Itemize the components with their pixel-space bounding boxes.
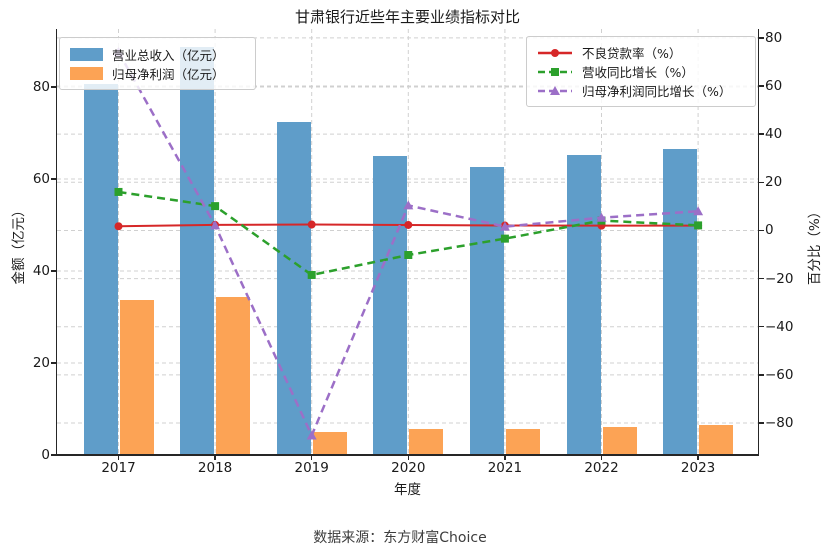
bar-revenue — [83, 84, 118, 455]
legend-bars: 营业总收入（亿元） 归母净利润（亿元） — [59, 37, 256, 90]
triangle-marker — [210, 220, 221, 230]
triangle-marker — [693, 206, 704, 216]
y-right-tick — [759, 326, 764, 328]
y-right-tick-label: 80 — [765, 29, 783, 46]
square-marker — [500, 234, 509, 243]
y-left-tick — [51, 86, 56, 88]
legend-label: 不良贷款率（%） — [582, 46, 682, 61]
x-axis-title: 年度 — [394, 482, 421, 498]
x-tick-label: 2017 — [101, 460, 136, 476]
square-marker — [694, 221, 703, 230]
y-right-tick — [759, 374, 764, 376]
x-tick-label: 2022 — [584, 460, 619, 476]
circle-marker — [114, 222, 123, 231]
y-left-tick-label: 0 — [41, 447, 50, 463]
legend-label: 营收同比增长（%） — [582, 65, 694, 80]
triangle-marker — [596, 212, 607, 222]
square-marker — [211, 202, 220, 211]
x-tick — [407, 455, 409, 460]
legend-line-sample — [538, 85, 572, 95]
y-right-tick-label: 40 — [765, 126, 783, 143]
y-right-tick — [759, 422, 764, 424]
bar-net-profit — [602, 427, 637, 455]
bar-revenue — [180, 46, 215, 455]
legend-label: 营业总收入（亿元） — [112, 48, 225, 63]
bar-net-profit — [312, 431, 347, 455]
bar-revenue — [373, 156, 408, 455]
y-left-tick-label: 60 — [32, 170, 50, 187]
square-marker — [307, 270, 316, 279]
y-right-tick-label: 20 — [765, 174, 783, 191]
y-right-tick — [759, 229, 764, 232]
x-tick — [117, 455, 120, 460]
bar-net-profit — [699, 425, 734, 455]
legend-swatch — [70, 48, 103, 61]
legend-line-sample — [538, 67, 572, 76]
x-tick-label: 2018 — [197, 460, 233, 476]
y-right-tick — [759, 85, 764, 87]
x-tick-label: 2023 — [680, 460, 716, 476]
legend-label: 归母净利润（亿元） — [112, 67, 225, 82]
bar-revenue — [276, 122, 311, 455]
y-right-tick — [759, 181, 764, 183]
triangle-marker — [306, 430, 317, 440]
x-tick-label: 2020 — [391, 460, 426, 476]
y-axis-right-title: 百分比（%） — [807, 204, 823, 286]
x-tick — [600, 455, 603, 460]
y-axis-right-spine — [758, 29, 760, 456]
y-left-tick — [51, 454, 56, 456]
x-tick — [311, 455, 313, 460]
bar-net-profit — [119, 300, 154, 455]
x-tick-label: 2019 — [294, 460, 329, 476]
data-source-note: 数据来源：东方财富Choice — [313, 530, 487, 546]
y-left-tick — [51, 362, 56, 364]
legend-item: 归母净利润同比增长（%） — [537, 81, 745, 100]
legend-item: 不良贷款率（%） — [537, 43, 745, 62]
y-right-tick-label: −40 — [765, 318, 794, 335]
legend-swatch — [70, 67, 103, 80]
legend-lines: 不良贷款率（%） 营收同比增长（%） 归母净利润同比增长（%） — [526, 36, 756, 107]
x-tick-label: 2021 — [487, 460, 523, 476]
bar-net-profit — [216, 296, 251, 455]
circle-marker — [307, 220, 316, 229]
x-tick — [214, 455, 216, 460]
square-marker — [114, 187, 123, 196]
legend-item: 归母净利润（亿元） — [70, 64, 245, 83]
y-right-tick-label: −20 — [765, 270, 794, 287]
y-left-tick-label: 80 — [32, 78, 50, 95]
lines-layer — [113, 46, 704, 440]
y-right-tick-label: 0 — [765, 222, 774, 239]
y-left-tick — [51, 270, 56, 272]
legend-label: 归母净利润同比增长（%） — [582, 84, 732, 99]
legend-item: 营收同比增长（%） — [537, 62, 745, 81]
y-left-tick-label: 40 — [32, 262, 50, 279]
legend-item: 营业总收入（亿元） — [70, 45, 245, 64]
triangle-marker — [403, 200, 414, 210]
y-right-tick-label: −80 — [765, 414, 794, 431]
square-marker — [404, 250, 413, 259]
chart-title: 甘肃银行近些年主要业绩指标对比 — [294, 8, 520, 26]
bar-revenue — [663, 148, 698, 455]
y-axis-left-title: 金额（亿元） — [11, 203, 27, 285]
y-right-tick — [759, 133, 764, 135]
circle-marker — [404, 220, 413, 229]
y-left-tick-label: 20 — [32, 354, 50, 371]
y-right-tick-label: −60 — [765, 366, 794, 383]
series-line — [117, 51, 699, 439]
x-axis-spine — [55, 454, 760, 456]
y-left-tick — [51, 178, 56, 180]
bar-revenue — [469, 166, 504, 455]
y-right-tick — [759, 37, 764, 39]
x-tick — [697, 455, 699, 460]
y-right-tick-label: 60 — [765, 78, 783, 95]
legend-line-sample — [538, 48, 572, 57]
x-tick — [504, 455, 506, 460]
bar-net-profit — [505, 428, 540, 455]
bar-revenue — [566, 154, 601, 455]
y-right-tick — [759, 277, 764, 280]
bar-net-profit — [409, 429, 444, 455]
y-axis-left-spine — [55, 29, 57, 456]
triangle-marker — [499, 221, 510, 231]
